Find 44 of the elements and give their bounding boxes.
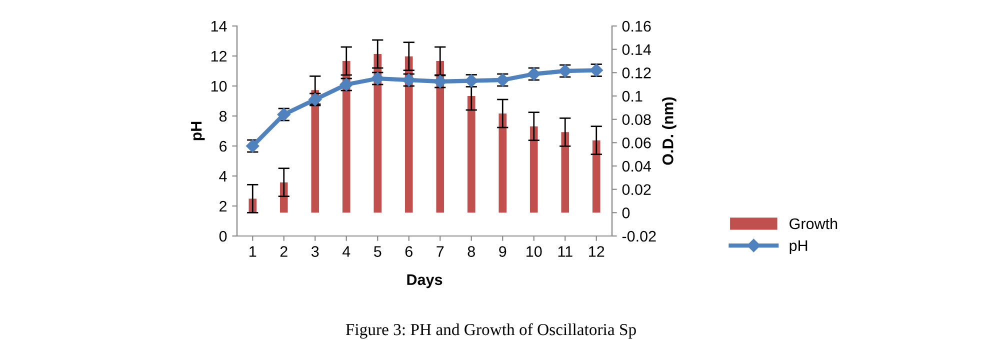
y-tick-label: 10 <box>211 80 227 92</box>
y2-tick-label: 0.08 <box>622 114 651 126</box>
caption: Figure 3: PH and Growth of Oscillatoria Sp <box>346 323 636 339</box>
x-tick-label: 11 <box>558 246 572 257</box>
y2-tick-label: 0.16 <box>622 20 651 32</box>
x-axis-title: Days <box>407 274 442 288</box>
x-tick-label: 8 <box>468 246 475 257</box>
y-tick-label: 0 <box>219 230 227 242</box>
y-tick-label: 4 <box>219 171 227 182</box>
bar <box>561 132 570 213</box>
y-tick-label: 2 <box>220 200 227 212</box>
x-tick-label: 9 <box>499 246 506 257</box>
x-tick-label: 2 <box>280 246 288 257</box>
x-tick-label: 10 <box>526 246 542 257</box>
legend-label: Growth <box>790 218 838 230</box>
y2-tick-label: 0.12 <box>622 68 651 78</box>
y2-axis-title: O.D. (nm) <box>662 97 676 165</box>
bar <box>530 126 538 213</box>
bar <box>467 96 476 213</box>
x-tick-label: 5 <box>374 246 382 257</box>
y2-tick-label: 0.14 <box>622 44 652 56</box>
y2-tick-label: 0.1 <box>622 90 642 102</box>
x-tick-label: 3 <box>311 246 319 257</box>
legend-label: pH <box>790 240 808 254</box>
y2-tick-label: -0.02 <box>622 230 656 242</box>
y2-tick-label: 0.04 <box>622 160 652 172</box>
bar <box>592 140 600 213</box>
y2-tick-label: 0.06 <box>622 138 651 148</box>
y2-tick-label: 0 <box>622 208 630 218</box>
bar <box>374 54 382 213</box>
y-tick-label: 14 <box>211 21 227 32</box>
y-tick-label: 12 <box>211 50 227 62</box>
x-tick-label: 1 <box>250 246 256 257</box>
x-tick-label: 6 <box>405 246 412 257</box>
bar <box>311 90 320 213</box>
y-tick-label: 6 <box>220 140 227 152</box>
y-tick-label: 8 <box>219 110 227 122</box>
y2-tick-label: 0.02 <box>622 184 651 196</box>
x-tick-label: 12 <box>589 246 604 257</box>
x-tick-label: 4 <box>342 246 350 257</box>
bar <box>436 61 444 213</box>
bar <box>498 114 507 213</box>
y-axis-title: pH <box>191 122 205 140</box>
x-tick-label: 7 <box>436 246 444 257</box>
